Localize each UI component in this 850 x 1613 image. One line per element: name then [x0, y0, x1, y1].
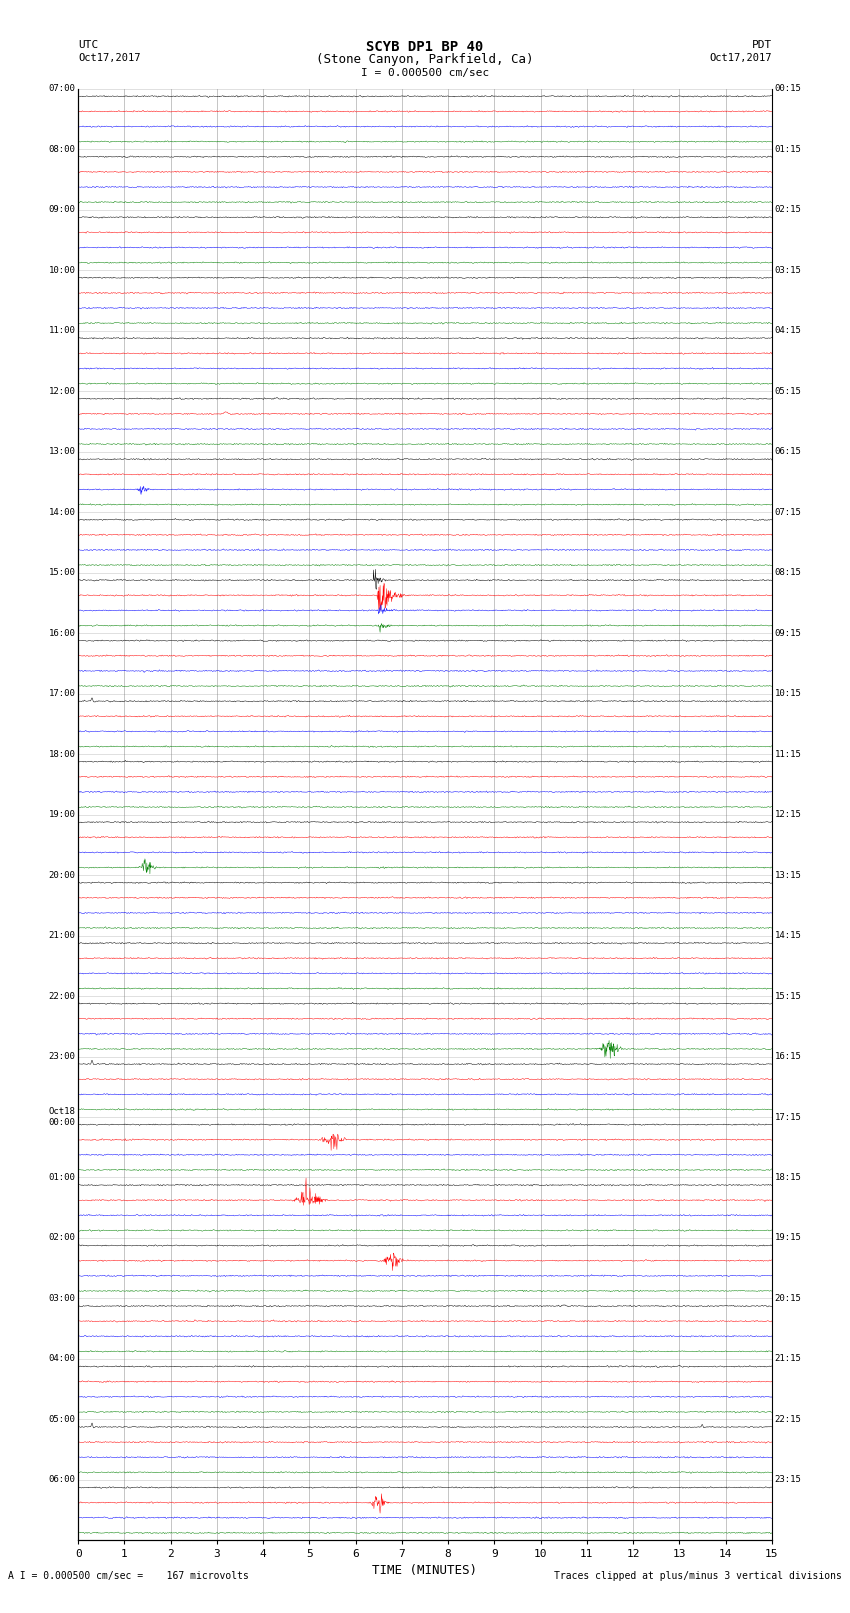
Text: UTC: UTC	[78, 40, 99, 50]
Text: Oct17,2017: Oct17,2017	[709, 53, 772, 63]
Text: Oct17,2017: Oct17,2017	[78, 53, 141, 63]
Text: A I = 0.000500 cm/sec =    167 microvolts: A I = 0.000500 cm/sec = 167 microvolts	[8, 1571, 249, 1581]
X-axis label: TIME (MINUTES): TIME (MINUTES)	[372, 1563, 478, 1576]
Text: (Stone Canyon, Parkfield, Ca): (Stone Canyon, Parkfield, Ca)	[316, 53, 534, 66]
Text: Traces clipped at plus/minus 3 vertical divisions: Traces clipped at plus/minus 3 vertical …	[553, 1571, 842, 1581]
Text: PDT: PDT	[751, 40, 772, 50]
Text: SCYB DP1 BP 40: SCYB DP1 BP 40	[366, 40, 484, 55]
Text: I = 0.000500 cm/sec: I = 0.000500 cm/sec	[361, 68, 489, 77]
